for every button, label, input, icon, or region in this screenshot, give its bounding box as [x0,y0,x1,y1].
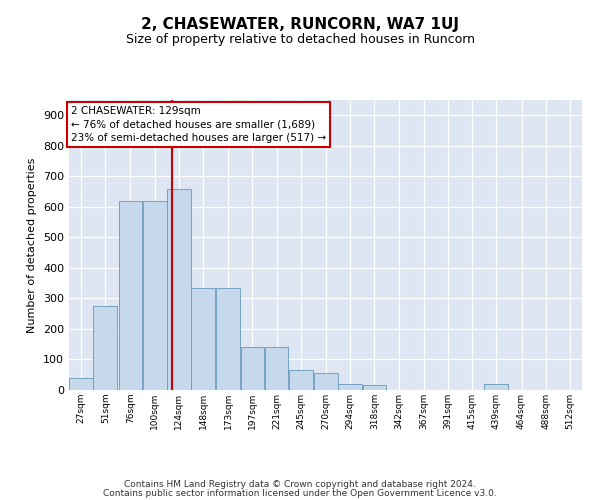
Bar [69,378,93,390]
Bar [362,384,386,390]
Bar [191,288,215,390]
Text: Size of property relative to detached houses in Runcorn: Size of property relative to detached ho… [125,32,475,46]
Bar [217,288,240,390]
Bar [94,306,117,390]
Bar [289,370,313,390]
Y-axis label: Number of detached properties: Number of detached properties [28,158,37,332]
Bar [241,348,264,390]
Bar [167,188,191,390]
Text: Contains public sector information licensed under the Open Government Licence v3: Contains public sector information licen… [103,489,497,498]
Text: 2, CHASEWATER, RUNCORN, WA7 1UJ: 2, CHASEWATER, RUNCORN, WA7 1UJ [141,18,459,32]
Text: Contains HM Land Registry data © Crown copyright and database right 2024.: Contains HM Land Registry data © Crown c… [124,480,476,489]
Text: 2 CHASEWATER: 129sqm
← 76% of detached houses are smaller (1,689)
23% of semi-de: 2 CHASEWATER: 129sqm ← 76% of detached h… [71,106,326,142]
Bar [338,384,362,390]
Bar [265,348,289,390]
Bar [119,200,142,390]
Bar [314,373,338,390]
Bar [143,200,167,390]
Bar [484,384,508,390]
